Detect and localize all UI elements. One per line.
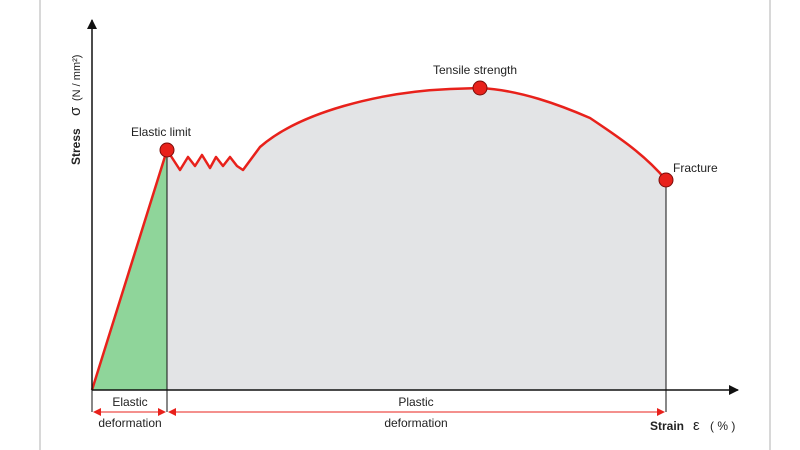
y-axis-unit: (N / mm²): [71, 55, 83, 101]
elastic-region-label-line2: deformation: [98, 416, 161, 430]
plastic-region-label-line2: deformation: [384, 416, 447, 430]
elastic-limit-point: [159, 142, 175, 158]
stress-strain-curve: [90, 86, 667, 391]
elastic-region-label-line1: Elastic: [112, 395, 147, 409]
x-axis-unit: ( % ): [710, 419, 735, 433]
plastic-region-fill: [167, 88, 666, 390]
tensile-strength-label: Tensile strength: [433, 63, 517, 77]
x-axis-label: Strain: [650, 419, 684, 433]
elastic-limit-label: Elastic limit: [131, 125, 192, 139]
y-axis-symbol: σ: [67, 106, 84, 116]
fracture-label: Fracture: [673, 161, 718, 175]
x-axis-symbol: ε: [693, 417, 700, 434]
tensile-strength-point: [472, 80, 488, 96]
plastic-region-label-line1: Plastic: [398, 395, 433, 409]
y-axis-title-group: Stress σ (N / mm²): [67, 55, 84, 165]
y-axis-label: Stress: [69, 128, 83, 165]
fracture-point: [658, 172, 674, 188]
